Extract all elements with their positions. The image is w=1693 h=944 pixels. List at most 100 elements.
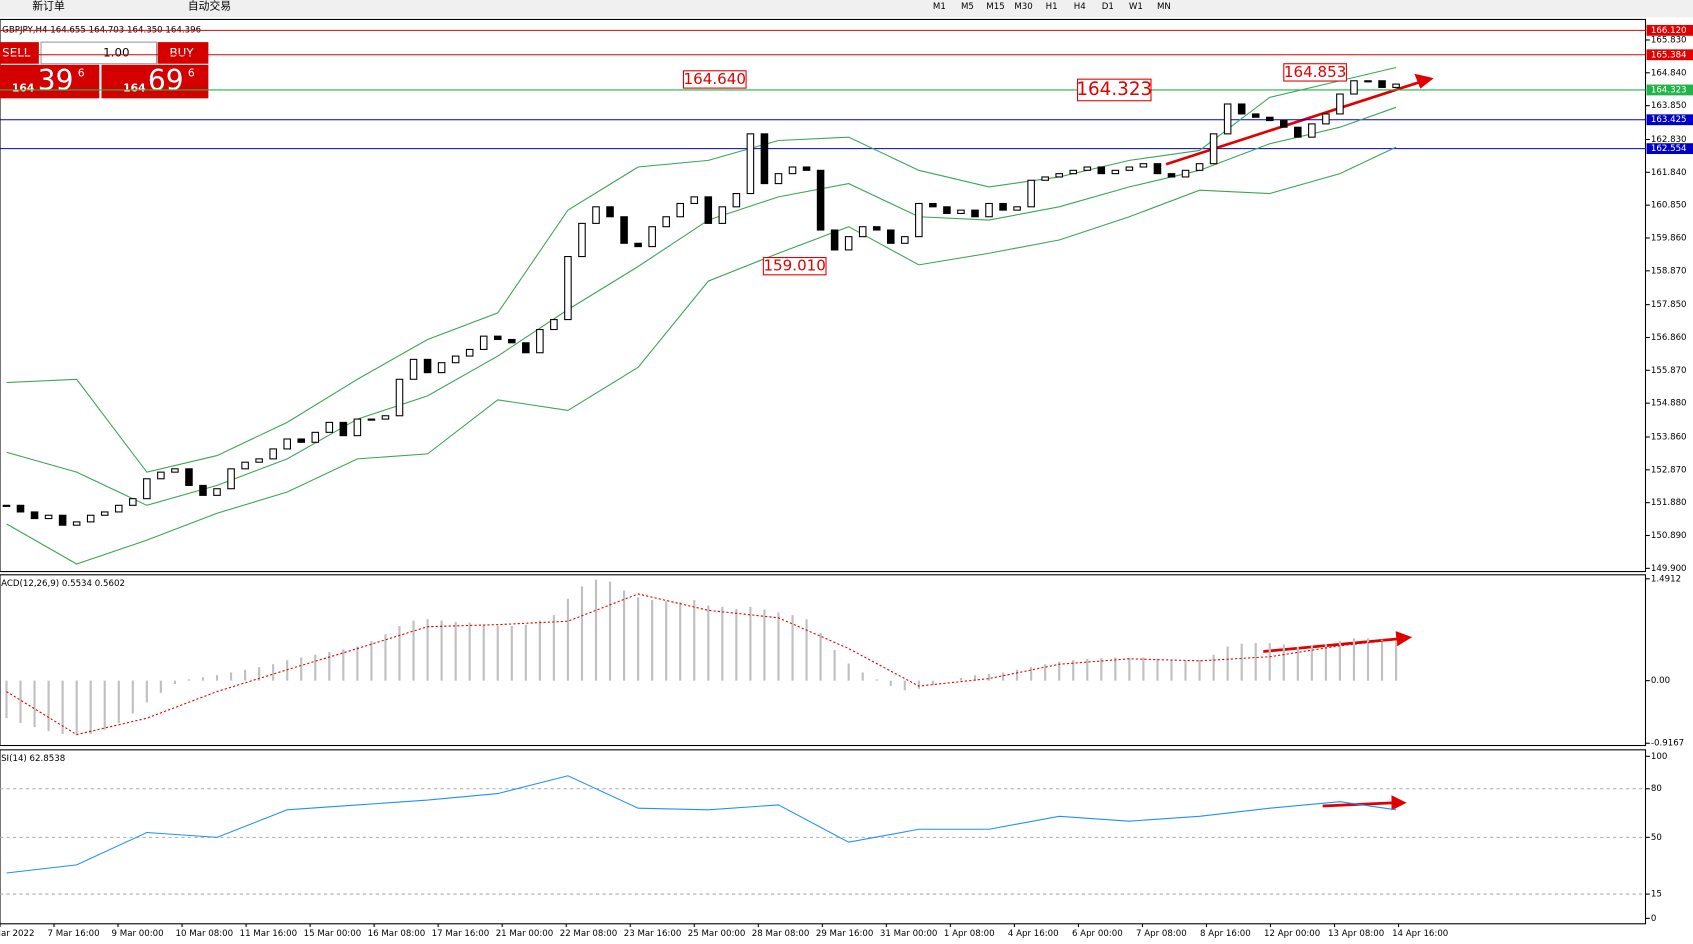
candle-body [367, 418, 376, 421]
candle-body [395, 378, 404, 417]
candle-body [283, 438, 291, 450]
level-label: 166.120 [1651, 26, 1687, 36]
candle-body [985, 202, 993, 218]
candle-body [1294, 126, 1302, 138]
band-middle [6, 106, 1397, 506]
candle-body [171, 468, 179, 473]
x-tick-label: 31 Mar 00:00 [880, 929, 938, 939]
trade-panel: SELL 1.00 BUY 164 39 6 164 69 6 [0, 41, 209, 99]
period-button[interactable]: W1 [1129, 2, 1143, 12]
candle-body [1195, 163, 1204, 171]
candle-body [676, 202, 685, 218]
candle-body [508, 338, 516, 344]
candle-body [86, 514, 95, 523]
x-tick-label: 22 Mar 08:00 [560, 929, 618, 939]
candle-body [1097, 166, 1106, 175]
level-label-box [1646, 49, 1693, 61]
candle-body [550, 319, 558, 331]
annotation: 164.640 [684, 70, 746, 88]
x-tick-label: 29 Mar 16:00 [816, 929, 874, 939]
x-tick-label: 12 Apr 00:00 [1264, 929, 1320, 939]
annotation-box [682, 70, 747, 89]
toolbar [0, 0, 1693, 18]
candle-body [2, 504, 11, 507]
main-frame [0, 18, 1647, 573]
candle-body [493, 335, 502, 341]
level-label: 162.554 [1651, 144, 1687, 154]
candle-body [802, 166, 811, 171]
toolbar-button[interactable]: 新订单 [32, 0, 65, 12]
level-label-box [1646, 143, 1693, 155]
candle-body [732, 193, 741, 208]
buy-button[interactable] [157, 42, 209, 64]
candle-body [1308, 123, 1316, 138]
x-tick-label: 16 Mar 08:00 [368, 929, 426, 939]
candle-body [1069, 169, 1078, 175]
annotation: 164.323 [1076, 79, 1152, 100]
period-button[interactable]: H4 [1074, 2, 1086, 12]
buy-price-pips: 69 [148, 64, 184, 97]
level-label-box [1646, 114, 1693, 126]
buy-price-box[interactable] [101, 64, 209, 99]
sell-button[interactable] [0, 42, 39, 64]
candle-body [844, 236, 853, 251]
rsi-line [6, 775, 1397, 874]
candle-body [522, 342, 530, 354]
candle-body [943, 206, 951, 214]
candle-body [227, 468, 235, 490]
x-tick-label: 17 Mar 16:00 [432, 929, 490, 939]
y-tick-label: 161.840 [1651, 168, 1687, 178]
candle-body [606, 206, 614, 218]
candle-body [1322, 113, 1330, 125]
annotation: 164.853 [1284, 63, 1346, 81]
candle-body [1181, 169, 1190, 178]
x-tick-label: 25 Mar 00:00 [688, 929, 746, 939]
y-tick-label: 149.900 [1651, 564, 1687, 574]
y-tick-label: 0 [1651, 914, 1656, 924]
y-tick-label: 163.850 [1651, 101, 1687, 111]
trend-arrow [1165, 79, 1424, 166]
candle-body [915, 202, 923, 238]
candle-body [1223, 103, 1232, 135]
candle-body [1392, 83, 1400, 88]
candle-body [536, 328, 544, 354]
x-tick-label: 6 Apr 00:00 [1072, 929, 1123, 939]
lot-value: 1.00 [103, 45, 129, 59]
period-button[interactable]: M15 [986, 2, 1004, 12]
candle-body [30, 511, 39, 520]
candle-body [325, 421, 334, 433]
toolbar-button[interactable]: 自动交易 [188, 0, 231, 12]
candle-body [1125, 166, 1134, 171]
y-tick-label: 151.880 [1651, 498, 1687, 508]
period-button[interactable]: M1 [933, 2, 946, 12]
period-button[interactable]: M30 [1014, 2, 1032, 12]
annotation-box [762, 256, 827, 276]
period-button[interactable]: D1 [1102, 2, 1114, 12]
candle-body [1027, 179, 1035, 208]
period-button[interactable]: MN [1157, 2, 1171, 12]
candle-body [872, 226, 881, 231]
x-tick-label: 21 Mar 00:00 [496, 929, 554, 939]
candle-body [129, 498, 137, 506]
candle-body [929, 202, 937, 208]
candle-body [16, 504, 25, 513]
x-tick-label: 23 Mar 16:00 [624, 929, 682, 939]
x-tick-label: 13 Apr 08:00 [1328, 929, 1384, 939]
lot-input[interactable] [40, 41, 158, 65]
y-tick-label: 155.870 [1651, 366, 1687, 376]
candle-body [1111, 169, 1120, 175]
x-tick-label: 14 Apr 16:00 [1392, 929, 1448, 939]
rsi-frame [0, 749, 1647, 925]
level-label-box [1646, 84, 1693, 96]
candle-body [1265, 116, 1274, 122]
annotation: 159.010 [763, 257, 825, 275]
candle-body [143, 478, 151, 500]
candle-body [297, 438, 306, 443]
period-button[interactable]: M5 [961, 2, 974, 12]
candle-body [58, 514, 67, 526]
candle-body [1055, 173, 1063, 178]
period-button[interactable]: H1 [1046, 2, 1058, 12]
sell-price-box[interactable] [0, 64, 100, 99]
candle-body [957, 209, 965, 214]
